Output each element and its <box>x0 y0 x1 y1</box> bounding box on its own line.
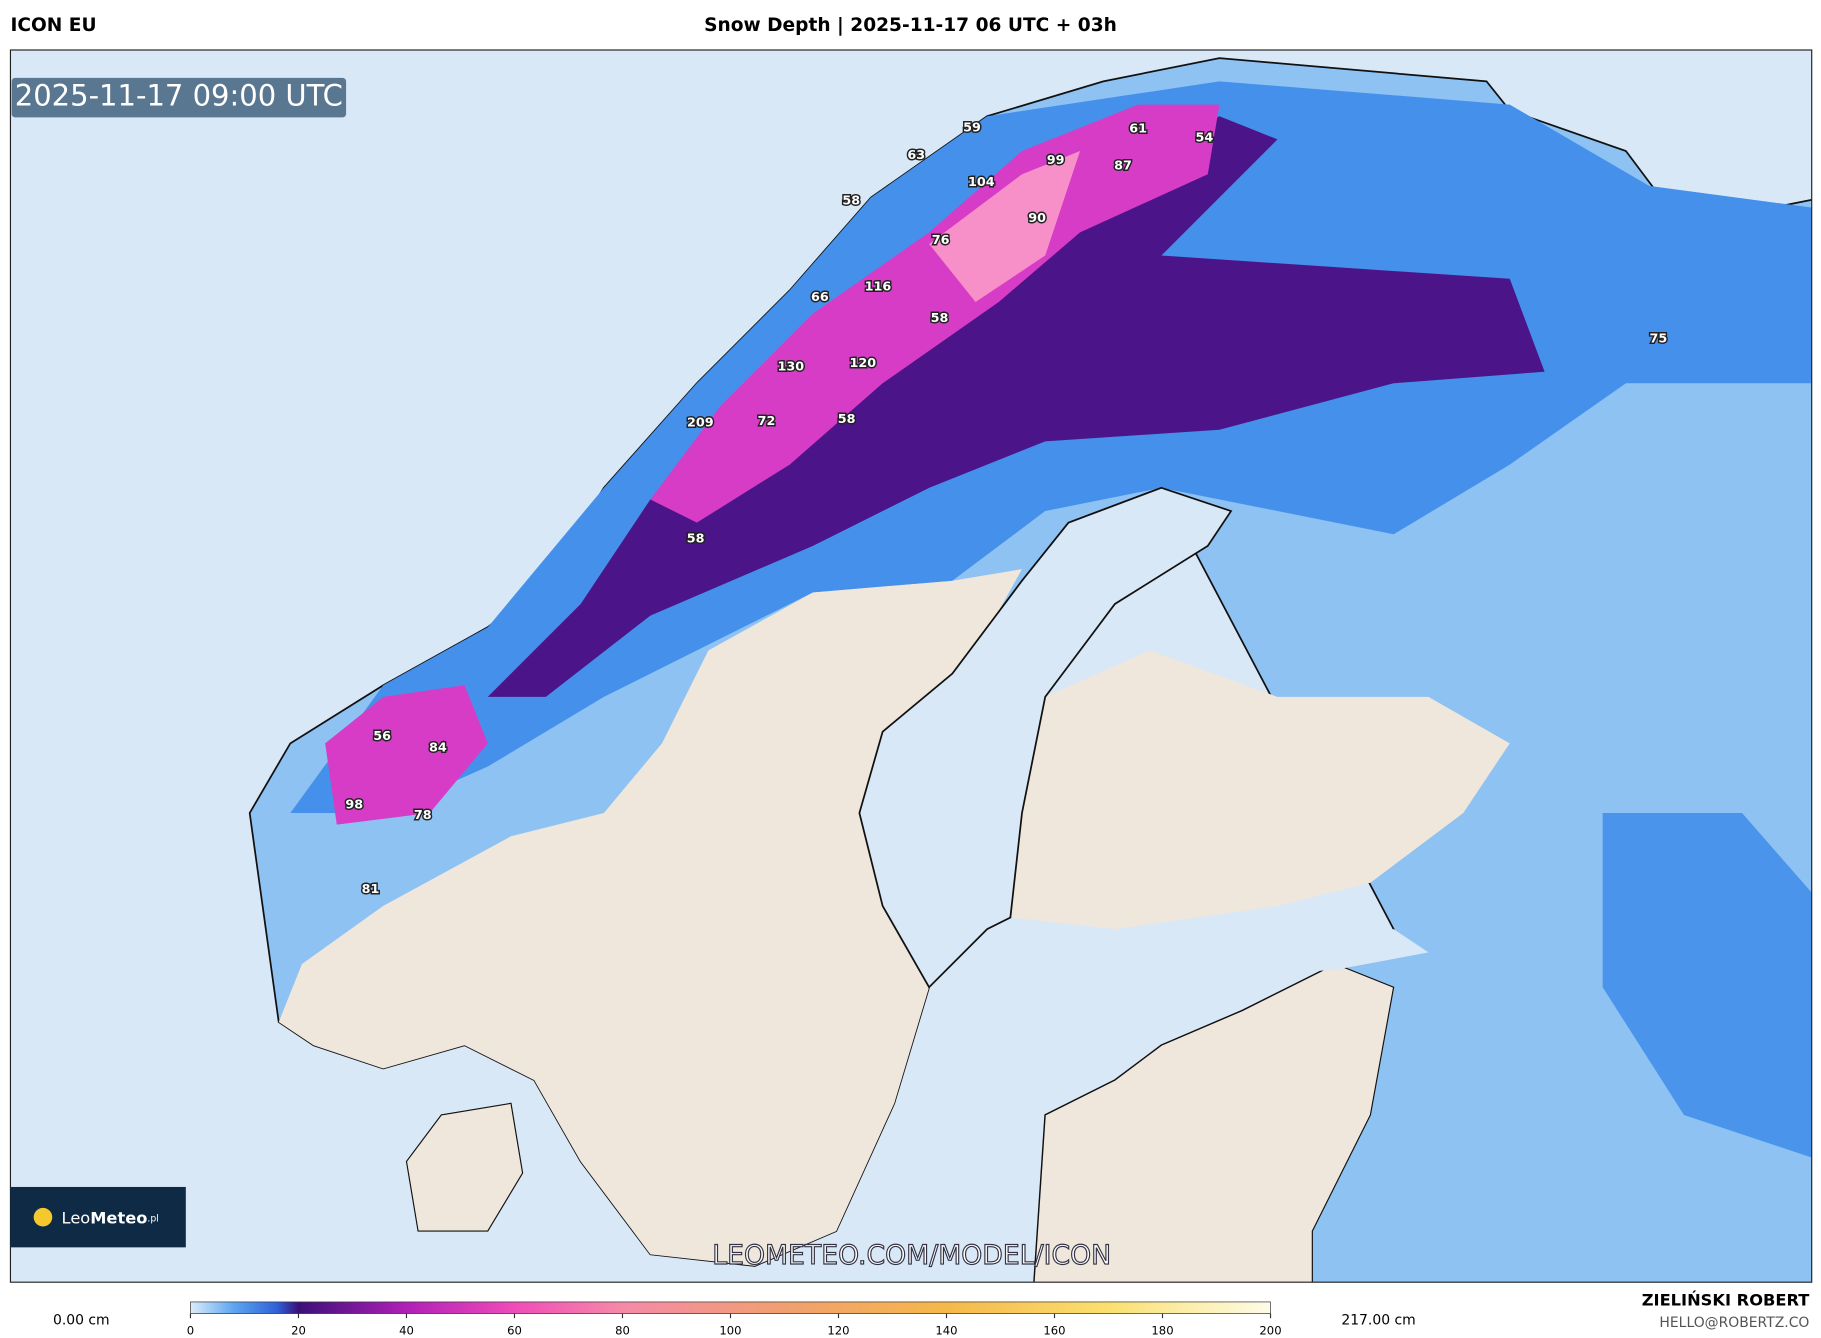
snow-deep <box>487 116 1545 697</box>
sea <box>1010 929 1429 1011</box>
point-value: 84 <box>429 740 447 755</box>
point-value: 116 <box>865 279 892 294</box>
logo-part: Meteo <box>90 1208 147 1227</box>
logo: LeoMeteo.pl <box>62 1208 159 1227</box>
point-value: 58 <box>838 412 856 427</box>
point-value: 72 <box>758 414 776 429</box>
colorbar-min: 0.00 cm <box>53 1313 110 1329</box>
colorbar-tick-label: 40 <box>399 1323 414 1337</box>
colorbar-tick-label: 140 <box>935 1323 957 1337</box>
point-value: 76 <box>932 233 950 248</box>
colorbar-tick-label: 200 <box>1259 1323 1281 1337</box>
point-value: 58 <box>931 311 949 326</box>
email: HELLO@ROBERTZ.CO <box>1659 1315 1809 1331</box>
snow-free-land <box>1010 650 1510 930</box>
snow-free-land <box>405 1102 524 1232</box>
time-box <box>11 77 347 118</box>
logo-part: Leo <box>62 1208 91 1227</box>
colorbar-tick-label: 100 <box>719 1323 741 1337</box>
point-value: 120 <box>850 356 877 371</box>
chart-title: Snow Depth | 2025-11-17 06 UTC + 03h <box>704 15 1117 36</box>
point-value: 63 <box>907 148 925 163</box>
snow-extreme <box>929 151 1081 303</box>
snow-free-land <box>278 569 1022 1266</box>
point-value: 87 <box>1114 159 1132 174</box>
point-value: 59 <box>963 120 981 135</box>
point-value: 130 <box>778 360 805 375</box>
point-value: 75 <box>1650 332 1668 347</box>
colorbar-max: 217.00 cm <box>1341 1313 1415 1329</box>
colorbar-tick-label: 0 <box>187 1323 194 1337</box>
point-value: 209 <box>687 415 714 430</box>
colorbar-tick-label: 80 <box>615 1323 630 1337</box>
snow-very-deep <box>325 685 488 825</box>
point-value: 66 <box>811 290 829 305</box>
author: ZIELIŃSKI ROBERT <box>1642 1290 1810 1309</box>
snow-medium <box>1602 813 1812 1158</box>
point-value: 90 <box>1028 211 1046 226</box>
colorbar-tick-label: 160 <box>1043 1323 1065 1337</box>
logo-sun <box>33 1207 53 1227</box>
valid-time: 2025-11-17 09:00 UTC <box>15 79 343 113</box>
colorbar <box>190 1301 1271 1314</box>
point-value: 104 <box>968 175 995 190</box>
snow-medium <box>290 81 1812 814</box>
point-value: 58 <box>687 531 705 546</box>
point-value: 56 <box>373 729 391 744</box>
watermark: LEOMETEO.COM/MODEL/ICON <box>712 1240 1111 1271</box>
colorbar-tick-label: 120 <box>827 1323 849 1337</box>
point-value: 78 <box>414 808 432 823</box>
point-value: 81 <box>362 882 380 897</box>
sea <box>858 486 1233 989</box>
colorbar-tick-label: 180 <box>1151 1323 1173 1337</box>
model-name: ICON EU <box>10 15 96 36</box>
map-frame <box>9 49 1813 1283</box>
map: 59 63 104 99 87 61 54 58 90 76 116 66 58 130 120 209 72 5… <box>10 49 1812 1283</box>
point-value: 58 <box>842 193 860 208</box>
point-value: 98 <box>345 797 363 812</box>
colorbar-tick-label: 20 <box>291 1323 306 1337</box>
point-value: 54 <box>1195 131 1213 146</box>
logo-part: .pl <box>147 1213 158 1224</box>
snow-very-deep <box>650 104 1220 523</box>
point-value: 99 <box>1047 153 1065 168</box>
point-value: 61 <box>1129 121 1147 136</box>
colorbar-tick-label: 60 <box>507 1323 522 1337</box>
snow-free-land <box>1033 963 1395 1283</box>
